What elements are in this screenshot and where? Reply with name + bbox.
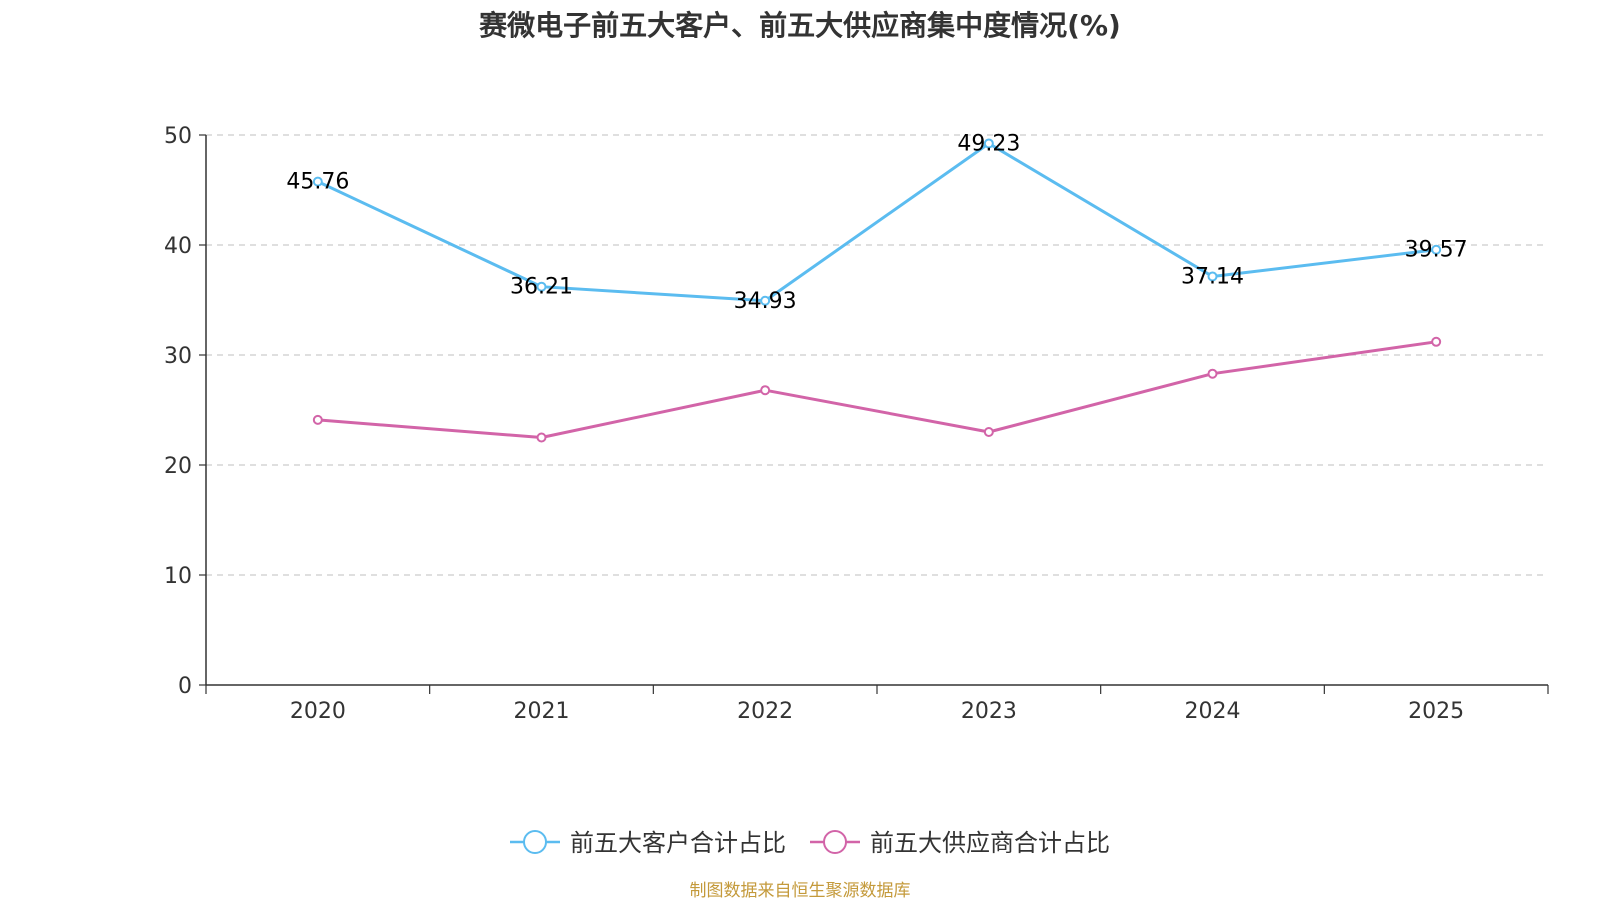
data-point-2-2022[interactable] xyxy=(760,385,771,396)
data-point-1-2020[interactable] xyxy=(312,176,323,187)
y-tick-label: 20 xyxy=(164,454,192,479)
data-point-1-2025[interactable] xyxy=(1431,244,1442,255)
data-point-2-2020[interactable] xyxy=(312,414,323,425)
x-tick-label-2025: 2025 xyxy=(1408,699,1464,724)
x-tick-label-2021: 2021 xyxy=(514,699,570,724)
y-tick-label: 0 xyxy=(178,674,192,699)
data-point-2-2025[interactable] xyxy=(1431,336,1442,347)
data-label-2020: 45.76 xyxy=(286,170,349,195)
x-tick-label-2020: 2020 xyxy=(290,699,346,724)
legend-item-1[interactable]: 前五大客户合计占比 xyxy=(510,829,786,857)
legend-circle-icon xyxy=(823,830,847,854)
y-tick-label: 30 xyxy=(164,344,192,369)
x-axis-ticks: 2020 2021 2022 2023 2024 2025 xyxy=(205,685,1549,724)
series-layer: 45.76 36.21 34.93 49.23 37.14 39.57 xyxy=(286,131,1468,443)
legend-label-1: 前五大客户合计占比 xyxy=(570,829,786,857)
data-point-2-2023[interactable] xyxy=(983,427,994,437)
x-tick-label-2022: 2022 xyxy=(737,699,793,724)
y-axis-ticks: 0 10 20 30 40 50 xyxy=(164,124,206,699)
chart-title: 赛微电子前五大客户、前五大供应商集中度情况(%) xyxy=(479,9,1121,42)
data-label-2025: 39.57 xyxy=(1405,238,1468,263)
series-1: 45.76 36.21 34.93 49.23 37.14 39.57 xyxy=(286,131,1467,313)
data-point-2-2024[interactable] xyxy=(1207,368,1218,379)
series-2 xyxy=(312,336,1442,443)
x-tick-label-2023: 2023 xyxy=(961,699,1017,724)
data-point-1-2021[interactable] xyxy=(536,281,547,292)
legend-circle-icon xyxy=(523,830,547,854)
legend-item-2[interactable]: 前五大供应商合计占比 xyxy=(810,829,1110,857)
y-tick-label: 40 xyxy=(164,234,192,259)
data-label-2023: 49.23 xyxy=(957,131,1020,156)
series-line-2 xyxy=(317,340,1437,439)
series-line-1 xyxy=(317,141,1437,303)
data-point-1-2023[interactable] xyxy=(983,138,994,149)
y-tick-label: 10 xyxy=(164,564,192,589)
data-label-2022: 34.93 xyxy=(734,289,797,314)
y-tick-label: 50 xyxy=(164,124,192,149)
data-point-1-2024[interactable] xyxy=(1207,271,1218,282)
grid-lines xyxy=(206,134,1548,576)
source-note: 制图数据来自恒生聚源数据库 xyxy=(689,881,911,901)
data-label-2021: 36.21 xyxy=(510,275,573,300)
data-label-2024: 37.14 xyxy=(1181,264,1244,289)
data-point-2-2021[interactable] xyxy=(536,432,547,443)
x-tick-label-2024: 2024 xyxy=(1185,699,1241,724)
data-point-1-2022[interactable] xyxy=(760,295,771,306)
legend-label-2: 前五大供应商合计占比 xyxy=(870,829,1110,857)
legend[interactable]: 前五大客户合计占比 前五大供应商合计占比 xyxy=(510,829,1110,857)
